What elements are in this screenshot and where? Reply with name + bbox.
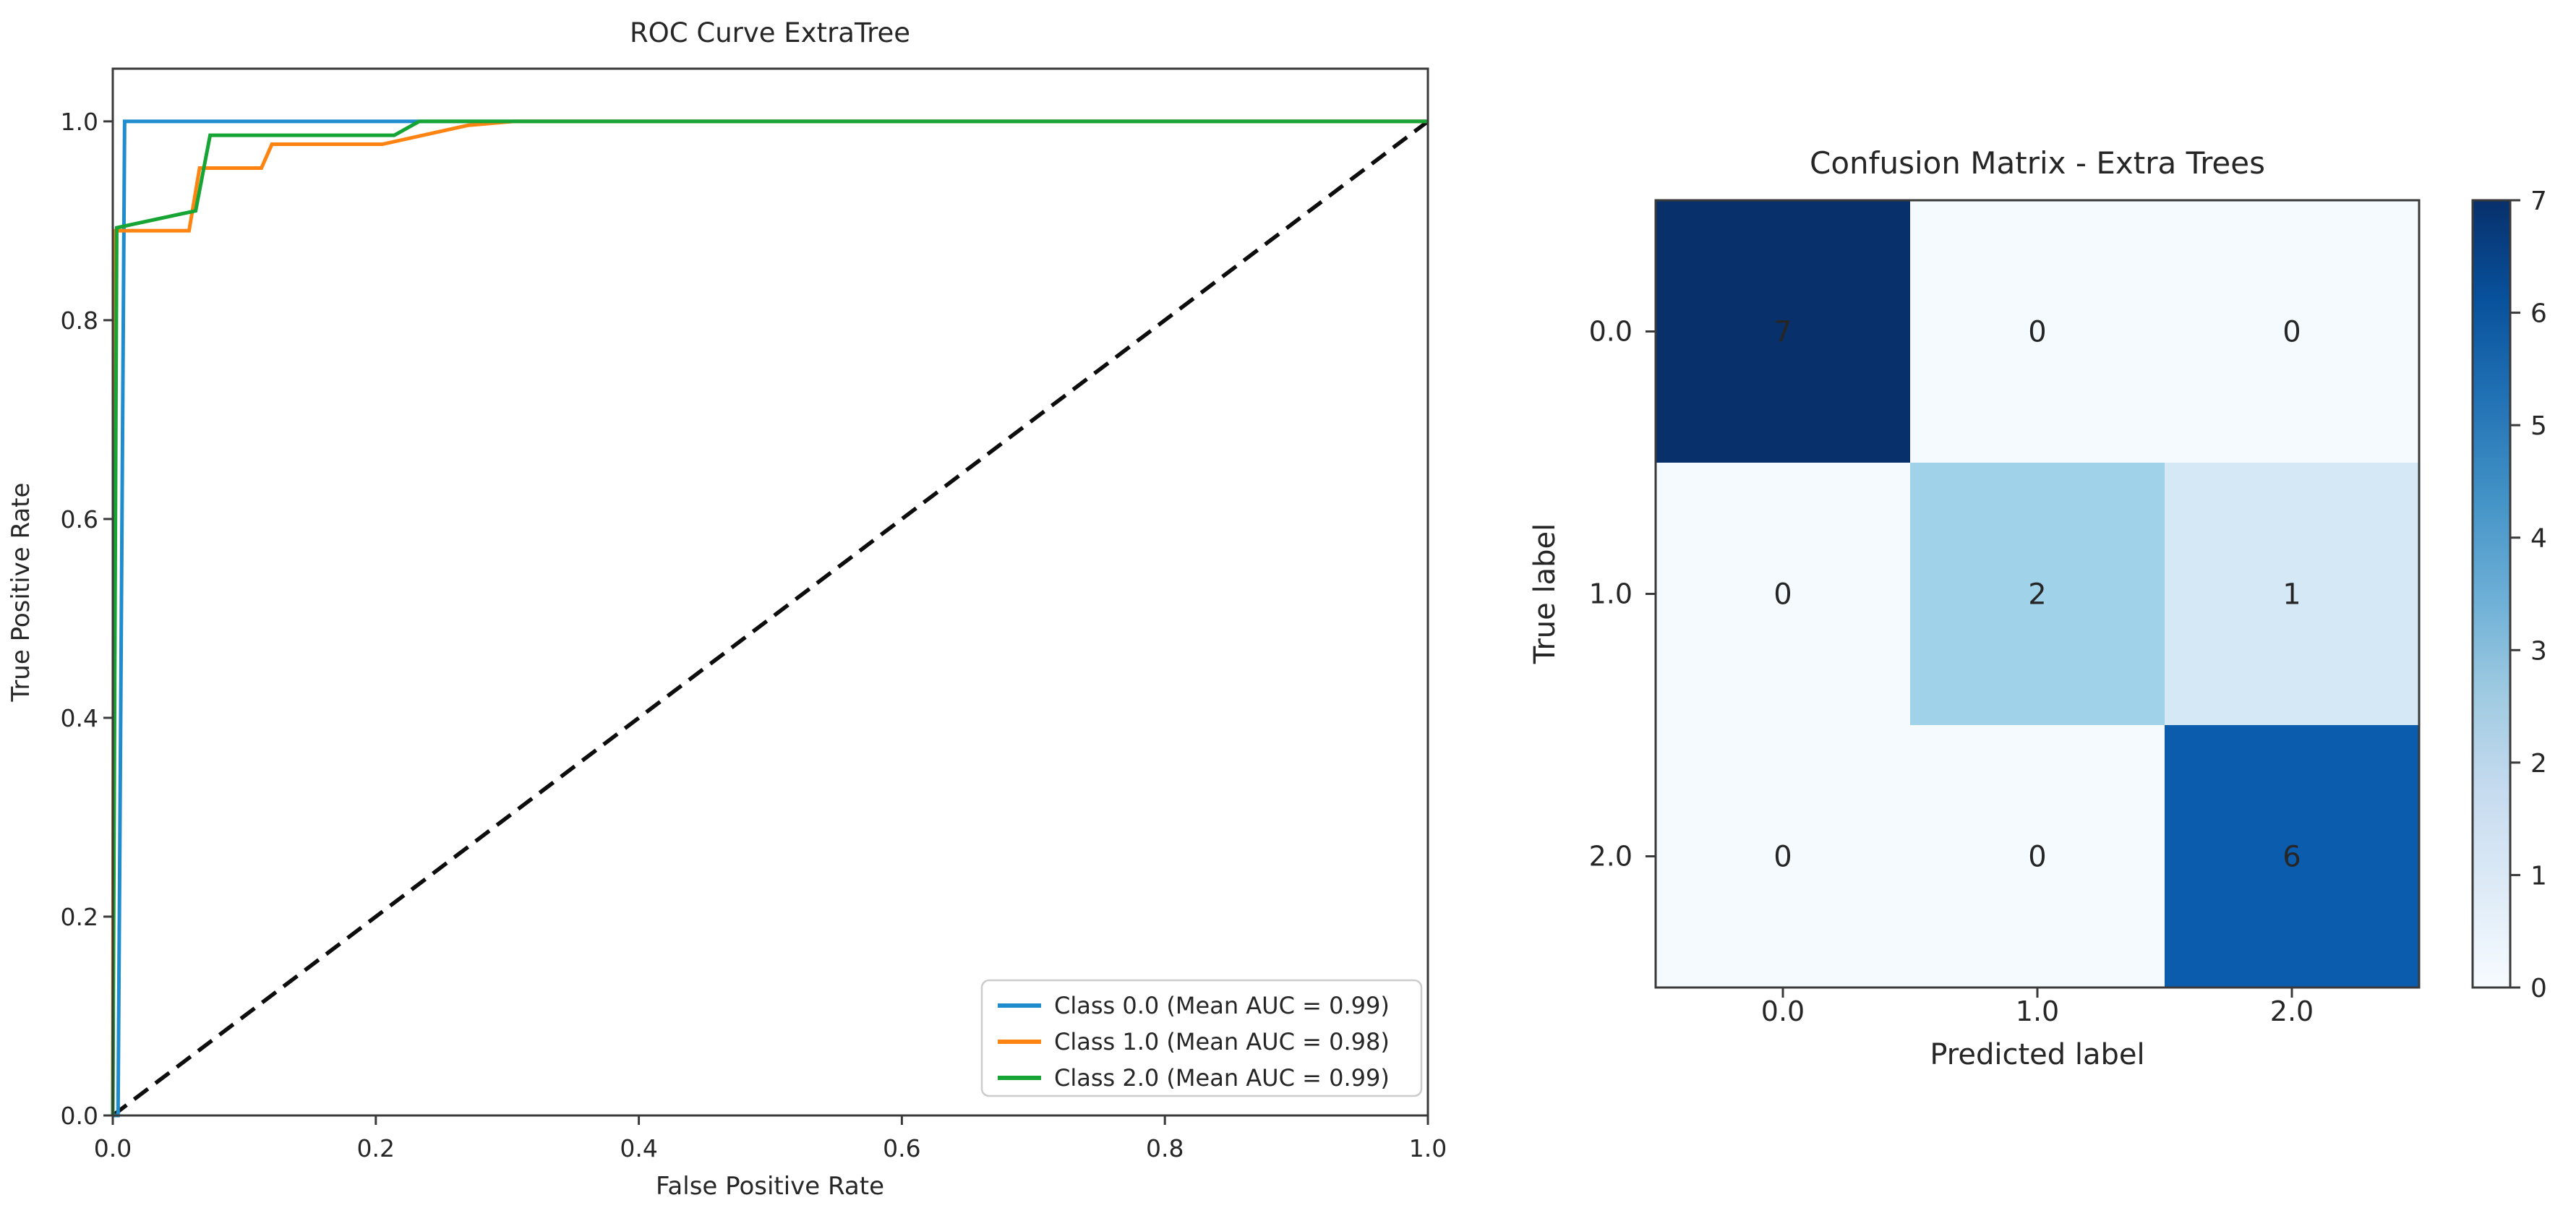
roc-legend: Class 0.0 (Mean AUC = 0.99) Class 1.0 (Me… <box>980 979 1423 1097</box>
legend-label-1: Class 1.0 (Mean AUC = 0.98) <box>1054 1028 1390 1055</box>
legend-label-2: Class 2.0 (Mean AUC = 0.99) <box>1054 1064 1390 1092</box>
roc-ylabel: True Positive Rate <box>7 483 35 703</box>
colorbar-tick-label: 3 <box>2530 636 2547 666</box>
roc-chance-diagonal-line <box>111 119 1429 1118</box>
cm-cell-0-2 <box>2165 200 2419 463</box>
roc-axes: 0.0 0.2 0.4 0.6 0.8 1.0 0.0 0.2 0.4 0.6 0.8 1.0 <box>61 67 1447 1162</box>
colorbar-tick-label: 5 <box>2530 411 2547 441</box>
cm-cell-0-0 <box>1656 200 1910 463</box>
cm-cell-value-2-1: 0 <box>2028 841 2046 874</box>
roc-xtick-label: 0.4 <box>620 1134 657 1162</box>
roc-plot-border <box>111 67 1429 1117</box>
roc-xtick-label: 0.0 <box>94 1134 132 1162</box>
cm-cell-value-1-0: 0 <box>1773 578 1792 612</box>
roc-ytick-label: 0.0 <box>61 1102 98 1130</box>
cm-xtick-label: 0.0 <box>1761 995 1805 1027</box>
cm-cell-value-1-2: 1 <box>2282 578 2301 612</box>
roc-ytick-label: 0.2 <box>61 903 98 931</box>
roc-line-1 <box>111 119 1428 1116</box>
colorbar-gradient <box>2471 199 2512 989</box>
roc-ytick-label: 0.4 <box>61 704 98 732</box>
cm-ylabel: True label <box>1528 523 1562 664</box>
roc-xtick-label: 0.2 <box>357 1134 395 1162</box>
colorbar-tick-label: 7 <box>2530 187 2547 216</box>
cm-cell-value-0-0: 7 <box>1773 316 1792 349</box>
roc-ytick-label: 0.6 <box>61 505 98 534</box>
roc-xtick-label: 0.8 <box>1146 1134 1184 1162</box>
cm-cell-value-2-2: 6 <box>2282 841 2301 874</box>
cm-cell-value-1-1: 2 <box>2028 578 2046 612</box>
colorbar-tick-label: 2 <box>2530 749 2547 779</box>
roc-ytick-label: 0.8 <box>61 307 98 335</box>
cm-cells: 7 0 0 0 2 1 0 0 6 <box>1656 200 2419 988</box>
cm-cell-0-1 <box>1910 200 2165 463</box>
roc-ytick-label: 1.0 <box>61 108 98 136</box>
cm-cell-value-2-0: 0 <box>1773 841 1792 874</box>
cm-ytick-label: 0.0 <box>1589 316 1633 348</box>
cm-cell-1-0 <box>1656 463 1910 725</box>
cm-colorbar: 0 1 2 3 4 5 6 7 <box>2471 187 2547 1003</box>
cm-cell-1-1 <box>1910 463 2165 725</box>
cm-cell-2-0 <box>1656 725 1910 988</box>
cm-ytick-label: 2.0 <box>1589 841 1633 873</box>
cm-cell-value-0-1: 0 <box>2028 316 2046 349</box>
roc-xtick-label: 1.0 <box>1409 1134 1447 1162</box>
legend-box <box>980 979 1423 1097</box>
colorbar-tick-label: 4 <box>2530 524 2547 554</box>
cm-xtick-label: 2.0 <box>2270 995 2314 1027</box>
cm-axes: 0.0 1.0 2.0 0.0 1.0 2.0 <box>1589 199 2421 1027</box>
roc-line-2 <box>111 119 1428 1116</box>
cm-xtick-label: 1.0 <box>2016 995 2059 1027</box>
cm-cell-2-1 <box>1910 725 2165 988</box>
cm-cell-2-2 <box>2165 725 2419 988</box>
cm-xlabel: Predicted label <box>1930 1038 2144 1071</box>
cm-cell-value-0-2: 0 <box>2282 316 2301 349</box>
legend-label-0: Class 0.0 (Mean AUC = 0.99) <box>1054 992 1390 1019</box>
cm-cell-1-2 <box>2165 463 2419 725</box>
confusion-matrix-chart: Confusion Matrix - Extra Trees 7 0 0 0 2 1 0 0 6… <box>1528 145 2547 1071</box>
colorbar-tick-label: 1 <box>2530 861 2547 891</box>
roc-xtick-label: 0.6 <box>883 1134 920 1162</box>
roc-title: ROC Curve ExtraTree <box>630 17 910 48</box>
cm-title: Confusion Matrix - Extra Trees <box>1810 145 2265 181</box>
roc-chart: ROC Curve ExtraTree 0.0 0.2 0.4 0.6 0.8 1.00.… <box>7 17 1447 1201</box>
cm-ytick-label: 1.0 <box>1589 578 1633 610</box>
roc-xlabel: False Positive Rate <box>656 1172 884 1201</box>
chance-diagonal <box>111 119 1429 1118</box>
colorbar-tick-label: 0 <box>2530 974 2547 1003</box>
colorbar-tick-label: 6 <box>2530 299 2547 329</box>
